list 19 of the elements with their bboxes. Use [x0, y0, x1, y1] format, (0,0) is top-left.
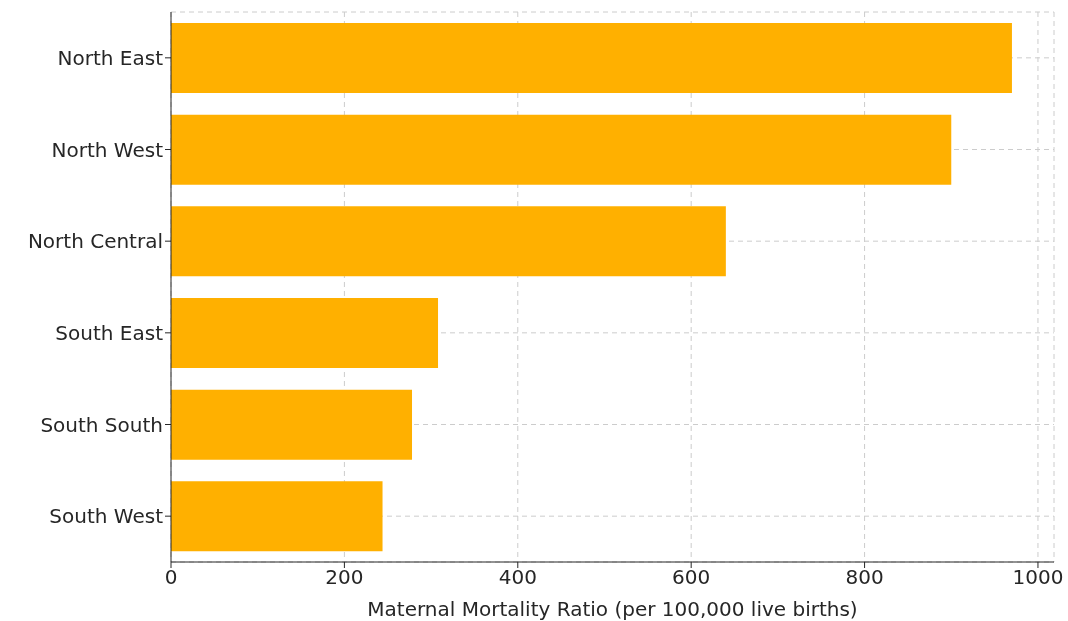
bar [171, 389, 413, 460]
bar [171, 23, 1012, 93]
y-tick-label: South East [55, 320, 164, 345]
x-axis-title: Maternal Mortality Ratio (per 100,000 live births) [367, 597, 858, 621]
bar [171, 481, 383, 552]
x-tick-label: 600 [672, 565, 711, 590]
y-tick-label: South West [49, 504, 164, 529]
y-tick-label: North East [57, 45, 164, 70]
bar [171, 114, 952, 185]
x-tick-label: 400 [498, 565, 537, 590]
y-tick-label: South South [40, 412, 163, 437]
x-tick-label: 1000 [1012, 565, 1064, 590]
y-tick-label: North West [51, 137, 164, 162]
x-tick-label: 0 [164, 565, 178, 590]
x-tick-label: 800 [845, 565, 884, 590]
x-tick-label: 200 [325, 565, 364, 590]
bar [171, 206, 726, 277]
bar [171, 298, 439, 368]
y-tick-label: North Central [27, 229, 163, 254]
